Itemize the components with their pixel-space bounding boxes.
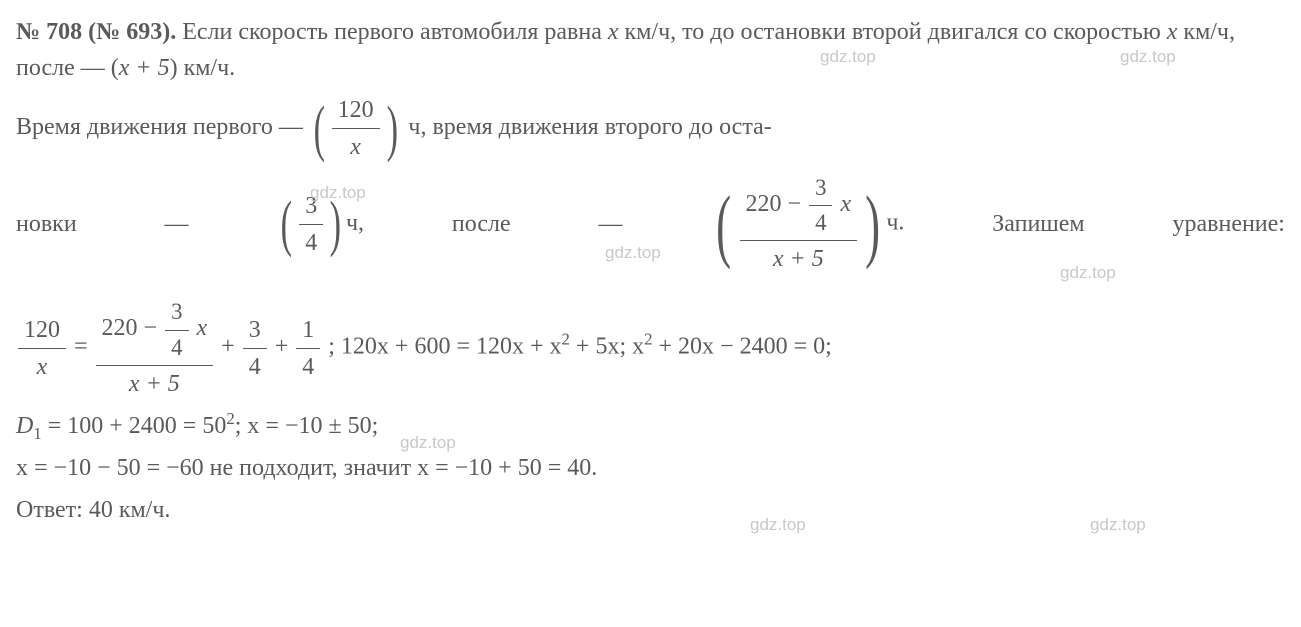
var-x: x	[608, 19, 619, 45]
equals: =	[74, 334, 94, 360]
text: ; 120x + 600 = 120x + x	[328, 334, 561, 360]
text: Время движения первого —	[16, 114, 309, 140]
exponent: 2	[644, 330, 652, 349]
subscript: 1	[33, 424, 41, 443]
text: Если скорость первого автомобиля равна	[182, 19, 608, 45]
text: после	[452, 206, 511, 242]
fraction-120-x: 120 x	[18, 312, 66, 385]
paren-fraction: ( 3 4 )	[276, 188, 346, 261]
exponent: 2	[226, 409, 234, 428]
answer-text: Ответ: 40 км/ч.	[16, 497, 170, 523]
text: ч, время движения второго до оста-	[408, 114, 771, 140]
text: = 100 + 2400 = 50	[42, 413, 227, 439]
plus: +	[221, 334, 241, 360]
plus: +	[275, 334, 295, 360]
paragraph-2a: Время движения первого — ( 120 x ) ч, вр…	[16, 92, 1285, 165]
paragraph-2b: новки — ( 3 4 ) ч, после — ( 220 − 34 x …	[16, 171, 1285, 277]
text: ч.	[886, 210, 904, 236]
text: Запишем	[992, 206, 1084, 242]
exponent: 2	[562, 330, 570, 349]
problem-number: № 708 (№ 693).	[16, 19, 176, 45]
fraction-120-x: 120 x	[332, 92, 380, 165]
fraction-3-4: 3 4	[299, 188, 323, 261]
text: новки	[16, 206, 77, 242]
discriminant-line: D1 = 100 + 2400 = 502; x = −10 ± 50;	[16, 408, 1285, 444]
text: —	[165, 206, 189, 242]
text: ) км/ч.	[170, 55, 236, 81]
paren-fraction-big: ( 220 − 34 x x + 5 )	[710, 171, 886, 277]
text: x = −10 − 50 = −60 не подходит, значит x…	[16, 455, 597, 481]
expr: x + 5	[119, 55, 170, 81]
text: + 20x − 2400 = 0;	[653, 334, 832, 360]
text: ; x = −10 ± 50;	[235, 413, 379, 439]
var-D: D	[16, 413, 33, 439]
equation-main: 120 x = 220 − 34 x x + 5 + 3 4 + 1 4 ; 1…	[16, 295, 1285, 401]
fraction-compound: 220 − 34 x x + 5	[96, 295, 214, 401]
fraction-3-4: 3 4	[243, 312, 267, 385]
fraction-1-4: 1 4	[296, 312, 320, 385]
paragraph-1: № 708 (№ 693). Если скорость первого авт…	[16, 14, 1285, 86]
text: км/ч, то до остановки второй двигался со…	[619, 19, 1167, 45]
answer-line: Ответ: 40 км/ч.	[16, 492, 1285, 528]
text: ч,	[346, 210, 364, 236]
paren-fraction: ( 120 x )	[309, 92, 403, 165]
text: —	[599, 206, 623, 242]
text: + 5x; x	[570, 334, 644, 360]
text: уравнение:	[1172, 206, 1285, 242]
var-x: x	[1167, 19, 1178, 45]
x-solution-line: x = −10 − 50 = −60 не подходит, значит x…	[16, 450, 1285, 486]
fraction-compound: 220 − 34 x x + 5	[740, 171, 858, 277]
